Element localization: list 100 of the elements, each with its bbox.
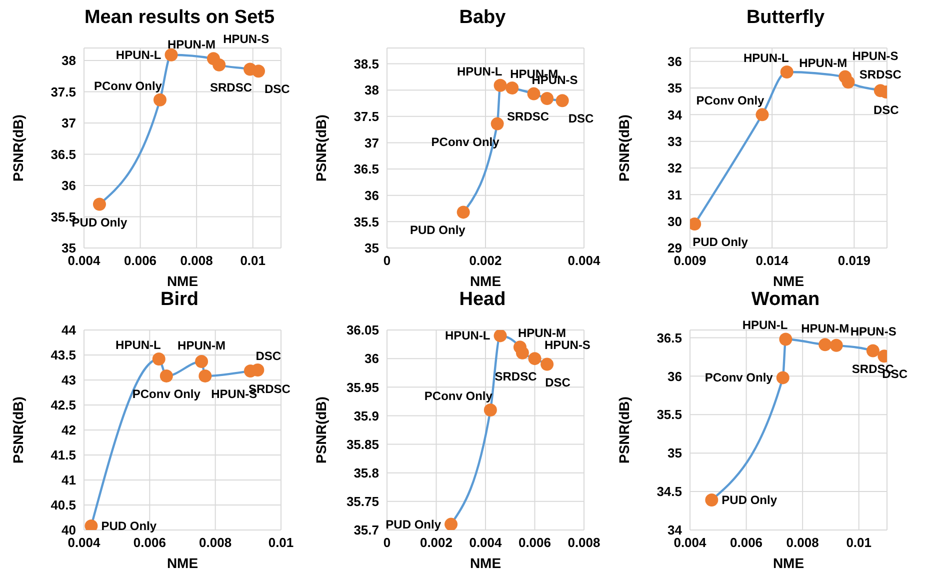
- y-axis-title: PSNR(dB): [10, 396, 26, 464]
- y-axis-title: PSNR(dB): [313, 396, 329, 464]
- chart-title: Bird: [160, 289, 200, 310]
- annotation: HPUN-L: [456, 64, 502, 78]
- y-tick-label: 34: [668, 107, 683, 122]
- y-tick-label: 35.85: [346, 436, 379, 452]
- point: [527, 87, 540, 100]
- point: [252, 64, 265, 78]
- point: [484, 404, 497, 416]
- point: [494, 78, 507, 92]
- y-tick-label: 41: [62, 472, 76, 488]
- annotation: HPUN-M: [178, 338, 226, 352]
- annotation: DSC: [568, 112, 594, 126]
- y-tick-label: 44: [62, 322, 77, 338]
- x-tick-label: 0: [383, 253, 391, 268]
- y-tick-label: 43: [62, 372, 76, 388]
- chart-title: Butterfly: [745, 7, 826, 28]
- y-axis-title: PSNR(dB): [616, 396, 632, 464]
- annotation: SRDSC: [507, 110, 550, 124]
- x-tick-label: 0.004: [68, 535, 102, 550]
- point: [444, 518, 458, 530]
- point: [540, 358, 554, 371]
- annotation: DSC: [256, 349, 282, 363]
- y-tick-label: 42.5: [50, 398, 76, 413]
- y-tick-label: 29: [668, 240, 682, 256]
- point: [556, 94, 569, 108]
- x-axis-title: NME: [166, 273, 198, 289]
- annotation: DSC: [545, 375, 571, 390]
- point: [842, 76, 855, 89]
- chart-title: Mean results on Set5: [83, 7, 276, 28]
- x-tick-label: 0.008: [199, 535, 232, 550]
- y-tick-label: 35: [364, 240, 379, 256]
- y-tick-label: 32: [668, 160, 682, 176]
- y-tick-label: 38: [62, 53, 76, 68]
- y-tick-label: 36.5: [656, 330, 682, 346]
- annotation: SRDSC: [859, 68, 902, 82]
- x-tick-label: 0.01: [846, 535, 872, 550]
- x-tick-label: 0.006: [133, 535, 166, 550]
- x-tick-label: 0: [383, 535, 391, 550]
- annotation: PUD Only: [410, 223, 466, 238]
- annotation: HPUN-L: [744, 51, 789, 65]
- annotation: PConv Only: [94, 78, 162, 93]
- point: [153, 93, 166, 106]
- annotation: PConv Only: [132, 387, 201, 401]
- x-tick-label: 0.019: [838, 253, 870, 268]
- y-tick-label: 40: [62, 522, 76, 538]
- x-axis-title: NME: [166, 555, 198, 571]
- x-tick-label: 0.006: [124, 253, 157, 268]
- point: [779, 332, 792, 346]
- x-tick-label: 0.01: [240, 253, 266, 268]
- point: [780, 66, 794, 78]
- annotation: SRDSC: [494, 370, 538, 384]
- annotation: PUD Only: [386, 517, 442, 532]
- y-tick-label: 35.7: [354, 522, 379, 538]
- annotation: HPUN-M: [518, 326, 566, 340]
- annotation: PUD Only: [692, 235, 748, 249]
- annotation: HPUN-L: [742, 318, 788, 332]
- annotation: HPUN-L: [116, 48, 162, 62]
- chart-title: Head: [458, 289, 507, 310]
- y-tick-label: 33: [668, 134, 682, 149]
- point: [756, 108, 769, 122]
- point: [195, 355, 208, 368]
- y-axis-title: PSNR(dB): [313, 114, 329, 182]
- y-tick-label: 35.5: [656, 407, 682, 422]
- y-tick-label: 42: [62, 422, 76, 438]
- annotation: HPUN-L: [116, 338, 161, 352]
- x-axis-title: NME: [470, 555, 502, 571]
- x-tick-label: 0.008: [568, 535, 600, 550]
- x-tick-label: 0.009: [674, 253, 706, 268]
- x-tick-label: 0.002: [469, 253, 502, 268]
- y-tick-label: 37.5: [50, 84, 76, 100]
- point: [818, 338, 832, 352]
- annotation: HPUN-S: [223, 32, 270, 46]
- point: [506, 82, 519, 94]
- annotation: PUD Only: [722, 493, 778, 507]
- x-tick-label: 0.002: [420, 535, 453, 550]
- y-tick-label: 35.9: [354, 408, 379, 424]
- x-tick-label: 0.006: [518, 535, 552, 550]
- y-tick-label: 34: [668, 522, 683, 538]
- annotation: HPUN-S: [852, 49, 898, 64]
- y-tick-label: 35.75: [346, 494, 379, 510]
- point: [251, 364, 264, 376]
- y-axis-title: PSNR(dB): [616, 114, 632, 182]
- y-tick-label: 40.5: [50, 498, 76, 513]
- point: [212, 58, 226, 72]
- annotation: DSC: [264, 82, 290, 96]
- chart-title: Baby: [458, 7, 507, 28]
- annotation: DSC: [874, 103, 900, 117]
- y-tick-label: 31: [668, 187, 682, 202]
- y-tick-label: 35.5: [354, 214, 379, 230]
- y-tick-label: 36: [62, 178, 76, 194]
- point: [160, 370, 173, 382]
- point: [198, 370, 212, 382]
- x-axis-title: NME: [772, 273, 804, 289]
- annotation: HPUN-S: [544, 338, 590, 352]
- x-tick-label: 0.004: [674, 535, 708, 550]
- y-tick-label: 35: [62, 240, 76, 256]
- annotation: PConv Only: [696, 94, 765, 108]
- x-tick-label: 0.014: [756, 253, 790, 268]
- annotation: HPUN-M: [801, 322, 850, 336]
